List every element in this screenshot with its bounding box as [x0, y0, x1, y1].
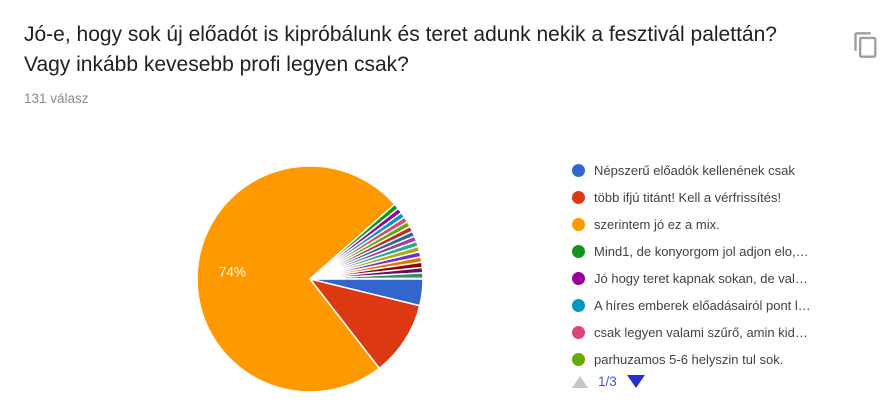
legend-color-dot-icon	[572, 326, 585, 339]
content-copy-icon	[854, 32, 877, 58]
legend-color-dot-icon	[572, 191, 585, 204]
legend-item: parhuzamos 5-6 helyszin tul sok.	[572, 346, 811, 373]
legend-color-dot-icon	[572, 164, 585, 177]
pie-slice[interactable]	[309, 272, 424, 280]
question-title: Jó-e, hogy sok új előadót is kipróbálunk…	[24, 23, 777, 76]
pie-slice[interactable]	[196, 165, 396, 393]
legend-page-indicator: 1/3	[598, 374, 617, 389]
legend-next-arrow[interactable]	[626, 375, 645, 388]
legend-item: Mind1, de konyorgom jol adjon elo,…	[572, 238, 811, 265]
legend-color-dot-icon	[572, 245, 585, 258]
legend-item: szerintem jó ez a mix.	[572, 211, 811, 238]
legend-pager: 1/3	[572, 374, 645, 389]
legend-item-label: Népszerű előadók kellenének csak	[594, 163, 795, 178]
legend-color-dot-icon	[572, 272, 585, 285]
legend-item-label: A híres emberek előadásairól pont l…	[594, 298, 811, 313]
legend-item: több ifjú titánt! Kell a vérfrissítés!	[572, 184, 811, 211]
pie-slice[interactable]	[308, 277, 421, 370]
legend-item: Népszerű előadók kellenének csak	[572, 157, 811, 184]
chart-legend: Népszerű előadók kellenének csak több ifj…	[572, 157, 811, 373]
legend-item-label: több ifjú titánt! Kell a vérfrissítés!	[594, 190, 782, 205]
copy-button[interactable]	[848, 27, 884, 63]
legend-color-dot-icon	[572, 353, 585, 366]
legend-prev-arrow[interactable]	[572, 375, 588, 388]
responses-count: 131 válasz	[24, 91, 89, 106]
legend-item-label: csak legyen valami szűrő, amin kid…	[594, 325, 808, 340]
legend-color-dot-icon	[572, 299, 585, 312]
question-header: Jó-e, hogy sok új előadót is kipróbálunk…	[24, 20, 824, 106]
slice-percentage-label: 74%	[219, 265, 246, 280]
legend-item-label: parhuzamos 5-6 helyszin tul sok.	[594, 352, 784, 367]
legend-item: Jó hogy teret kapnak sokan, de val…	[572, 265, 811, 292]
legend-item: A híres emberek előadásairól pont l…	[572, 292, 811, 319]
legend-item-label: szerintem jó ez a mix.	[594, 217, 720, 232]
legend-color-dot-icon	[572, 218, 585, 231]
legend-item: csak legyen valami szűrő, amin kid…	[572, 319, 811, 346]
legend-item-label: Jó hogy teret kapnak sokan, de val…	[594, 271, 808, 286]
legend-item-label: Mind1, de konyorgom jol adjon elo,…	[594, 244, 809, 259]
